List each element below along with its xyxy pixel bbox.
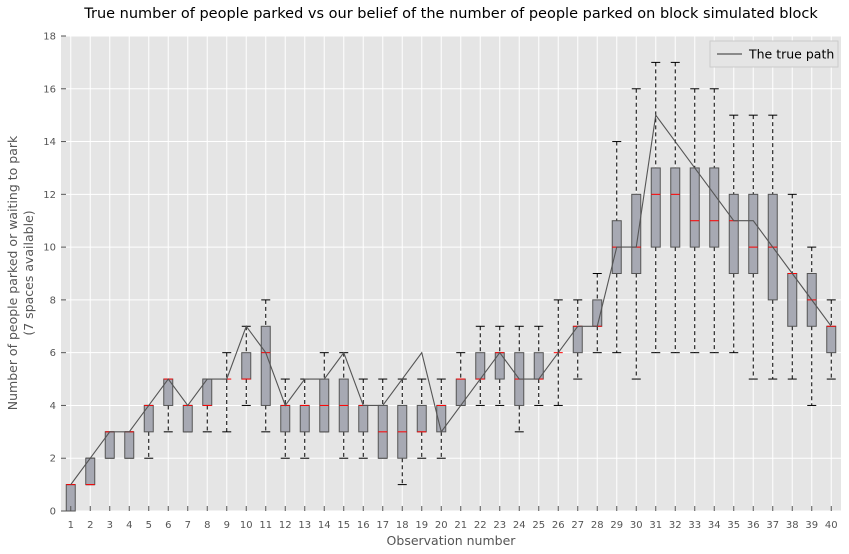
box-32 xyxy=(670,61,681,354)
x-tick-label: 32 xyxy=(669,520,682,531)
y-tick-label: 12 xyxy=(43,190,56,201)
x-tick-label: 28 xyxy=(591,520,604,531)
box-19 xyxy=(416,378,427,459)
x-tick-label: 27 xyxy=(571,520,584,531)
y-tick-label: 4 xyxy=(50,401,56,412)
box-34 xyxy=(709,88,720,354)
x-tick-label: 38 xyxy=(786,520,799,531)
x-tick-label: 40 xyxy=(825,520,838,531)
box-body xyxy=(124,431,135,459)
y-axis-label-line-1: Number of people parked or waiting to pa… xyxy=(5,135,20,410)
box-body xyxy=(650,167,661,248)
x-tick-label: 10 xyxy=(240,520,253,531)
y-tick-label: 14 xyxy=(43,137,56,148)
box-18 xyxy=(397,378,408,486)
box-20 xyxy=(436,378,447,459)
x-tick-label: 39 xyxy=(805,520,818,531)
x-tick-label: 23 xyxy=(493,520,506,531)
x-tick-label: 2 xyxy=(87,520,93,531)
y-tick-label: 6 xyxy=(50,348,56,359)
legend: The true path xyxy=(709,40,839,68)
x-tick-label: 14 xyxy=(318,520,331,531)
y-axis-label-line-2: (7 spaces available) xyxy=(21,210,36,335)
x-tick-label: 22 xyxy=(474,520,487,531)
box-30 xyxy=(631,88,642,380)
box-body xyxy=(280,404,291,433)
box-36 xyxy=(748,114,759,380)
true-path-line xyxy=(70,113,832,485)
x-tick-label: 1 xyxy=(68,520,74,531)
x-tick-label: 19 xyxy=(415,520,428,531)
x-tick-label: 5 xyxy=(146,520,152,531)
box-body xyxy=(689,167,700,248)
x-tick-label: 13 xyxy=(298,520,311,531)
y-tick-label: 18 xyxy=(43,32,56,43)
x-tick-label: 33 xyxy=(688,520,701,531)
x-tick-label: 30 xyxy=(630,520,643,531)
x-tick-label: 3 xyxy=(107,520,113,531)
y-tick-label: 8 xyxy=(50,295,56,306)
x-tick-label: 25 xyxy=(532,520,545,531)
x-tick-label: 11 xyxy=(259,520,272,531)
box-body xyxy=(826,325,837,354)
x-axis-ticks: 1 2 3 4 5 6 7 8 9 10 11 12 13 14 15 16 17 18 19 20 21 22 23 24 2… xyxy=(68,506,838,531)
x-tick-label: 8 xyxy=(204,520,210,531)
x-tick-label: 9 xyxy=(224,520,230,531)
x-tick-label: 12 xyxy=(279,520,292,531)
box-body xyxy=(670,167,681,248)
x-tick-label: 36 xyxy=(747,520,760,531)
y-tick-label: 10 xyxy=(43,243,56,254)
boxes xyxy=(65,61,837,512)
x-tick-label: 24 xyxy=(513,520,526,531)
x-tick-label: 17 xyxy=(376,520,389,531)
x-tick-label: 37 xyxy=(766,520,779,531)
x-tick-label: 16 xyxy=(357,520,370,531)
box-4 xyxy=(124,431,135,459)
y-axis-ticks: 0 2 4 6 8 10 12 14 16 18 xyxy=(43,32,66,518)
box-body xyxy=(299,404,310,433)
x-tick-label: 20 xyxy=(435,520,448,531)
box-body xyxy=(728,193,739,274)
box-12 xyxy=(280,378,291,459)
box-body xyxy=(709,167,720,248)
y-tick-label: 2 xyxy=(50,454,56,465)
y-tick-label: 0 xyxy=(50,507,56,518)
box-body xyxy=(631,193,642,274)
x-tick-label: 26 xyxy=(552,520,565,531)
box-body xyxy=(182,404,193,433)
plot-area xyxy=(61,36,841,511)
x-tick-label: 15 xyxy=(337,520,350,531)
box-body xyxy=(241,352,252,380)
x-tick-label: 7 xyxy=(185,520,191,531)
x-tick-label: 6 xyxy=(165,520,171,531)
box-body xyxy=(416,404,427,433)
x-tick-label: 35 xyxy=(727,520,740,531)
box-15 xyxy=(338,352,349,459)
x-tick-label: 29 xyxy=(610,520,623,531)
box-body xyxy=(787,273,798,327)
chart-title: True number of people parked vs our beli… xyxy=(83,6,818,22)
box-body xyxy=(358,404,369,433)
x-tick-label: 18 xyxy=(396,520,409,531)
x-tick-label: 21 xyxy=(454,520,467,531)
x-tick-label: 31 xyxy=(649,520,662,531)
x-tick-label: 34 xyxy=(708,520,721,531)
y-tick-label: 16 xyxy=(43,84,56,95)
true-path-layer xyxy=(70,113,832,485)
box-body xyxy=(260,325,271,406)
box-7 xyxy=(182,404,193,433)
box-body xyxy=(748,193,759,274)
x-tick-label: 4 xyxy=(126,520,132,531)
x-axis-label: Observation number xyxy=(387,533,517,548)
legend-label: The true path xyxy=(748,47,834,62)
